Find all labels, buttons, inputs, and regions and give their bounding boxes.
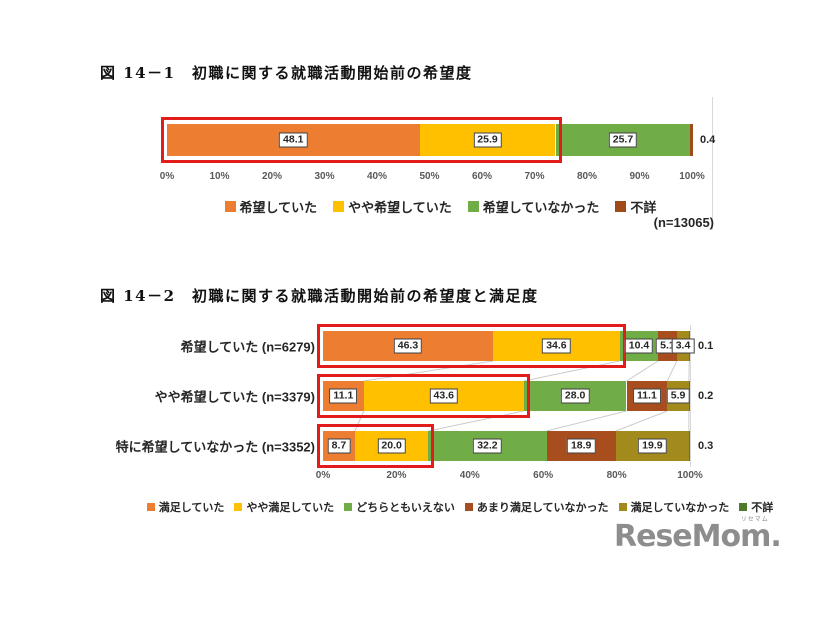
legend-swatch-icon [464, 503, 473, 511]
legend-item-4: あまり満足していなかった [464, 499, 609, 515]
x-axis-tick: 80% [576, 171, 598, 182]
x-axis-tick: 60% [471, 171, 493, 182]
legend-label: 不詳 [751, 502, 774, 514]
x-axis-tick: 40% [366, 171, 388, 182]
legend-swatch-icon [234, 503, 243, 511]
category-label: 希望していた (n=6279) [180, 339, 315, 355]
value-label: 28.0 [560, 388, 590, 404]
legend-swatch-icon [344, 503, 353, 511]
value-label: 11.1 [632, 388, 661, 404]
value-label: 10.4 [624, 338, 654, 354]
legend-item-1: 希望していた [224, 197, 318, 216]
bar-segment-6 [688, 381, 690, 411]
value-label: 5.9 [666, 388, 690, 404]
legend-item-5: 満足していなかった [618, 499, 730, 515]
value-label: 25.9 [473, 132, 502, 148]
x-axis-tick: 20% [386, 470, 407, 481]
legend-label: 希望していなかった [482, 199, 600, 215]
legend-item-3: 希望していなかった [467, 197, 600, 216]
x-axis-tick: 20% [261, 171, 283, 182]
category-label: 特に希望していなかった (n=3352) [115, 439, 315, 455]
x-axis-tick: 70% [524, 171, 545, 182]
legend-swatch-icon [467, 200, 479, 212]
chart1-right-border [712, 97, 713, 230]
legend-item-1: 満足していた [146, 499, 225, 515]
legend-label: 満足していた [158, 502, 225, 514]
x-axis-tick: 80% [606, 470, 627, 481]
value-label: 18.9 [566, 438, 596, 454]
value-label: 3.4 [671, 338, 695, 354]
bar-segment-4 [690, 124, 693, 156]
chart1-legend: 希望していた やや希望していた 希望していなかった 不詳 [167, 197, 714, 216]
legend-item-2: やや満足していた [234, 499, 334, 515]
value-label: 34.6 [542, 338, 571, 354]
legend-label: あまり満足していなかった [476, 502, 609, 514]
legend-swatch-icon [739, 503, 748, 511]
x-axis-tick: 10% [209, 171, 230, 182]
highlight-red-box [161, 117, 562, 163]
bar-segment-6 [688, 431, 690, 461]
figure1-title: 図 14－1 初職に関する就職活動開始前の希望度 [100, 64, 473, 82]
legend-item-6: 不詳 [739, 499, 773, 515]
legend-item-4: 不詳 [615, 197, 656, 216]
outside-value-label: 0.1 [698, 340, 714, 352]
x-axis-tick: 0% [315, 470, 331, 481]
x-axis-tick: 90% [629, 171, 650, 182]
value-label: 43.6 [429, 388, 458, 404]
highlight-red-box [317, 424, 435, 468]
value-label: 20.0 [377, 438, 406, 454]
x-axis-tick: 100% [677, 470, 703, 481]
legend-label: どちらともいえない [356, 502, 455, 514]
chart2-stacked-bar-row2: 11.1 43.6 28.0 11.1 5.9 0.2 [317, 374, 713, 418]
chart2-stacked-bar-row3: 8.7 20.0 32.2 18.9 19.9 0.3 [317, 424, 713, 468]
resemom-logo-ruby: リセマム [740, 516, 769, 523]
value-label: 8.7 [327, 438, 351, 454]
legend-label: 不詳 [630, 199, 657, 215]
chart1-stacked-bar: 48.1 25.9 25.7 0.4 [161, 117, 715, 163]
value-label: 32.2 [473, 438, 502, 454]
legend-item-3: どちらともいえない [344, 499, 455, 515]
outside-value-label: 0.4 [700, 134, 716, 146]
chart1-x-axis: 0% 10% 20% 30% 40% 50% 60% 70% 80% 90% 100% [0, 171, 826, 185]
value-label: 11.1 [329, 388, 358, 404]
highlight-red-box [317, 324, 626, 368]
legend-swatch-icon [333, 200, 345, 212]
outside-value-label: 0.3 [698, 440, 714, 452]
x-axis-tick: 40% [459, 470, 480, 481]
legend-label: 満足していなかった [630, 502, 730, 514]
chart2-legend: 満足していた やや満足していた どちらともいえない あまり満足していなかった 満足してい… [110, 500, 810, 514]
legend-swatch-icon [615, 200, 627, 212]
highlight-red-box [317, 374, 530, 418]
x-axis-tick: 50% [419, 171, 440, 182]
legend-swatch-icon [618, 503, 627, 511]
x-axis-tick: 0% [159, 171, 175, 182]
chart2-100pct-gridline [690, 325, 691, 467]
value-label: 19.9 [638, 438, 667, 454]
value-label: 48.1 [279, 132, 308, 148]
chart1-n-label: (n=13065) [653, 215, 714, 230]
legend-label: やや満足していた [246, 502, 335, 514]
outside-value-label: 0.2 [698, 390, 714, 402]
legend-swatch-icon [146, 503, 155, 511]
chart2-stacked-bar-row1: 46.3 34.6 10.4 5.1 3.4 0.1 [317, 324, 713, 368]
x-axis-tick: 60% [533, 470, 554, 481]
legend-label: 希望していた [239, 199, 318, 215]
value-label: 46.3 [393, 338, 423, 354]
x-axis-tick: 30% [314, 171, 335, 182]
figure2-title: 図 14－2 初職に関する就職活動開始前の希望度と満足度 [100, 287, 539, 305]
category-label: やや希望していた (n=3379) [154, 389, 315, 405]
resemom-logo-text: ReseMom. [614, 519, 782, 554]
x-axis-tick: 100% [679, 171, 705, 182]
legend-label: やや希望していた [348, 199, 452, 215]
legend-swatch-icon [224, 200, 236, 212]
series-connector-lines [354, 361, 690, 432]
value-label: 25.7 [608, 132, 638, 148]
resemom-logo: ReseMom. リセマム [614, 516, 782, 554]
legend-item-2: やや希望していた [333, 197, 452, 216]
